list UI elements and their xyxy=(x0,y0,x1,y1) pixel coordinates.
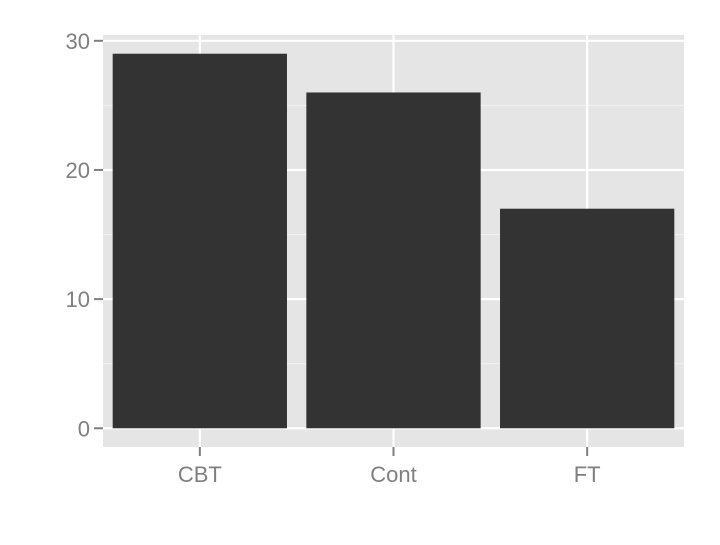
x-tick-label: CBT xyxy=(178,462,222,487)
x-axis: CBT Cont FT xyxy=(178,447,601,487)
y-tick-label: 0 xyxy=(78,416,90,441)
y-tick-label: 10 xyxy=(66,287,90,312)
bar-cont xyxy=(306,92,481,429)
bar-cbt xyxy=(112,53,287,429)
bars xyxy=(112,53,675,429)
x-tick-label: FT xyxy=(574,462,601,487)
bar-ft xyxy=(500,208,675,429)
y-tick-label: 20 xyxy=(66,158,90,183)
x-tick-label: Cont xyxy=(370,462,416,487)
y-tick-label: 30 xyxy=(66,29,90,54)
y-axis: 0 10 20 30 xyxy=(66,29,103,441)
